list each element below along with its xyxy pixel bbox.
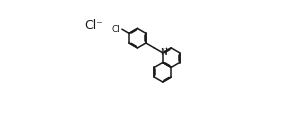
Text: Cl⁻: Cl⁻ <box>84 19 103 32</box>
Text: N: N <box>160 48 167 57</box>
Text: Cl: Cl <box>112 25 121 34</box>
Text: ⁺: ⁺ <box>163 46 167 55</box>
